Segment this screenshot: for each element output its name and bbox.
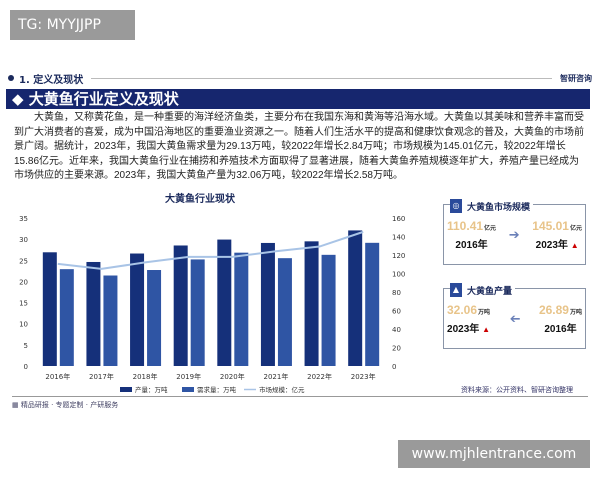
to-value: 145.01亿元 (532, 219, 582, 233)
y-right-tick: 100 (392, 271, 405, 279)
to-year: 2023年 ▲ (447, 324, 490, 335)
up-arrow-icon: ▲ (570, 241, 579, 250)
y-left-tick: 20 (19, 278, 28, 286)
y-left-tick: 35 (19, 215, 28, 223)
legend-swatch (182, 387, 194, 392)
x-tick: 2020年 (220, 372, 245, 381)
y-right-tick: 160 (392, 215, 405, 223)
legend-label: 需求量：万吨 (197, 385, 237, 394)
y-right-tick: 40 (392, 326, 401, 334)
bar-产量：万吨 (130, 253, 145, 366)
bar-需求量：万吨 (234, 252, 249, 366)
source-note: 资料来源：公开资料、智研咨询整理 (461, 386, 573, 394)
bar-需求量：万吨 (59, 269, 74, 366)
section-label: 1. 定义及现状 (19, 74, 84, 86)
page-title-text: 大黄鱼行业定义及现状 (28, 90, 179, 108)
description-paragraph: 大黄鱼，又称黄花鱼，是一种重要的海洋经济鱼类，主要分布在我国东海和黄海等沿海水域… (14, 112, 584, 181)
page-title: ◆ 大黄鱼行业定义及现状 (6, 89, 590, 109)
x-tick: 2023年 (351, 372, 376, 381)
x-tick: 2021年 (264, 372, 289, 381)
x-tick: 2022年 (307, 372, 332, 381)
bar-产量：万吨 (42, 252, 57, 366)
section-header: 1. 定义及现状 智研咨询 (8, 70, 592, 86)
from-year: 2016年 (544, 324, 577, 335)
production-card: ▲ 大黄鱼产量 32.06万吨 2023年 ▲ ➔ 26.89万吨 2016年 (443, 283, 586, 349)
market-size-card: ◎ 大黄鱼市场规模 110.41亿元 2016年 ➔ 145.01亿元 2023年… (443, 199, 586, 265)
from-value: 110.41亿元 (447, 219, 497, 233)
arrow-right-icon: ➔ (508, 228, 520, 243)
legend-label: 市场规模：亿元 (259, 385, 305, 394)
x-tick: 2016年 (45, 372, 70, 381)
y-right-tick: 120 (392, 252, 405, 260)
bar-产量：万吨 (304, 241, 319, 366)
y-left-tick: 30 (19, 236, 28, 244)
line-market-size (57, 230, 364, 270)
chart: 0 5 10 15 20 25 30 35 0 20 40 60 80 100 120 140 160 2016年… (19, 215, 405, 394)
bar-需求量：万吨 (103, 275, 118, 366)
bar-需求量：万吨 (277, 258, 292, 366)
x-tick: 2019年 (176, 372, 201, 381)
arrow-left-icon: ➔ (509, 312, 520, 327)
bar-需求量：万吨 (190, 259, 205, 366)
y-left-tick: 0 (24, 363, 28, 371)
legend-swatch (120, 387, 132, 392)
watermark-top: TG: MYYJJPP (10, 10, 135, 40)
y-right-tick: 20 (392, 345, 401, 353)
y-right-tick: 0 (392, 363, 396, 371)
bar-产量：万吨 (348, 230, 363, 366)
bullet-icon (8, 75, 14, 81)
bar-产量：万吨 (86, 261, 101, 366)
to-year: 2023年 ▲ (535, 240, 579, 251)
bar-产量：万吨 (260, 242, 275, 366)
x-tick: 2018年 (133, 372, 158, 381)
divider (91, 77, 552, 79)
watermark-bottom: www.mjhlentrance.com (398, 440, 590, 468)
y-left-tick: 25 (19, 257, 28, 265)
footer-text: 精品研报 · 专题定制 · 产研服务 (20, 401, 119, 409)
card-title: 大黄鱼市场规模 (467, 202, 531, 213)
bar-需求量：万吨 (365, 242, 380, 366)
footer: ▦ 精品研报 · 专题定制 · 产研服务 (12, 396, 588, 410)
bar-需求量：万吨 (321, 254, 336, 366)
y-left-tick: 15 (19, 300, 28, 308)
bar-产量：万吨 (173, 245, 188, 366)
x-tick: 2017年 (89, 372, 114, 381)
y-right-tick: 60 (392, 308, 401, 316)
y-left-tick: 5 (24, 342, 28, 350)
y-left-tick: 10 (19, 321, 28, 329)
card-title: 大黄鱼产量 (467, 286, 513, 297)
chart-badge-icon: ▲ (450, 283, 462, 297)
brand-logo: 智研咨询 (560, 73, 592, 83)
from-value: 26.89万吨 (538, 303, 582, 317)
legend-label: 产量：万吨 (135, 385, 168, 394)
up-arrow-icon: ▲ (482, 325, 490, 334)
chart-badge-icon: ◎ (450, 199, 462, 213)
bar-需求量：万吨 (147, 270, 162, 366)
y-right-tick: 140 (392, 234, 405, 242)
to-value: 32.06万吨 (447, 303, 491, 317)
from-year: 2016年 (455, 240, 488, 251)
bar-产量：万吨 (217, 239, 232, 366)
y-right-tick: 80 (392, 289, 401, 297)
chart-title: 大黄鱼行业现状 (165, 194, 235, 205)
